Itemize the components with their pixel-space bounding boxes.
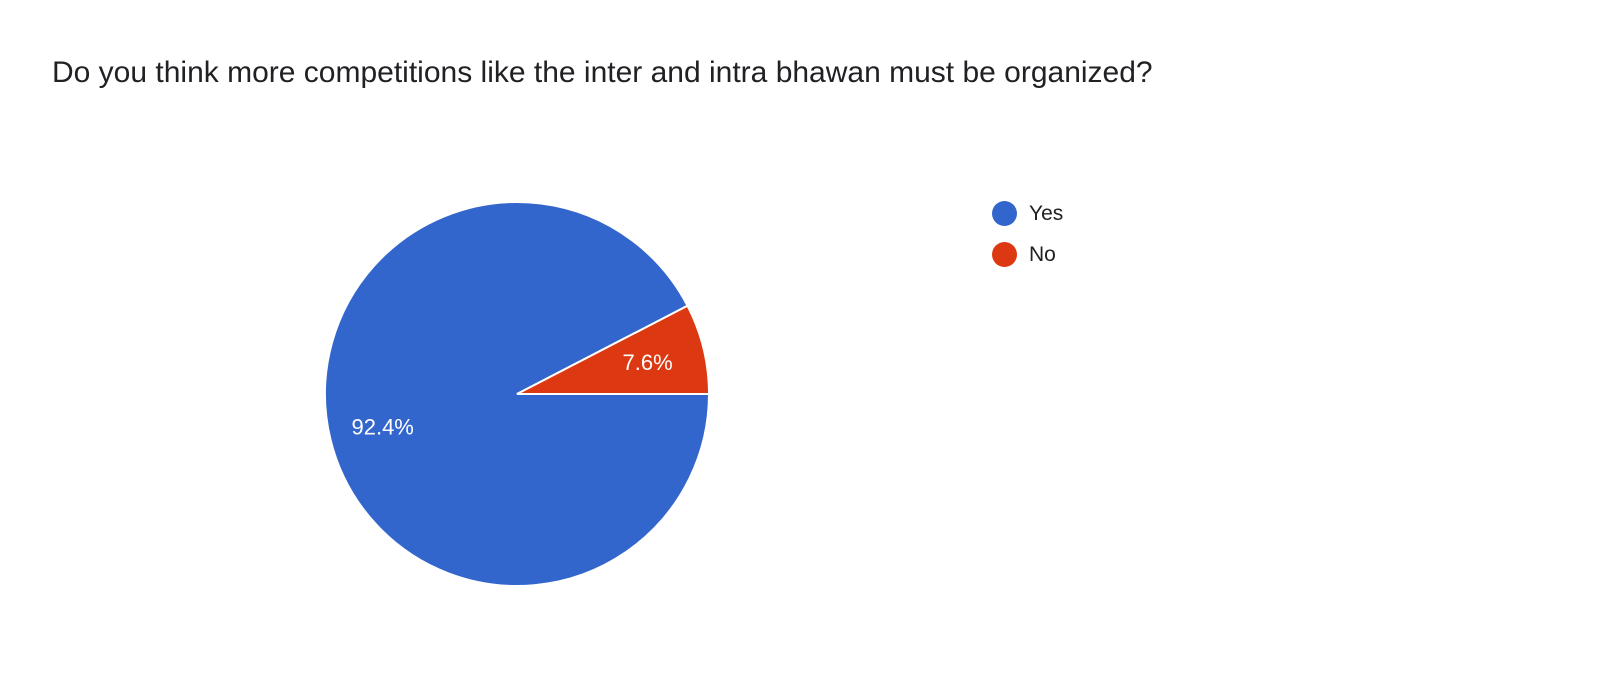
- legend-item-no[interactable]: No: [992, 242, 1056, 267]
- data-label-no: 7.6%: [623, 350, 673, 375]
- pie-slice-no[interactable]: [516, 304, 711, 395]
- legend-item-yes[interactable]: Yes: [992, 201, 1063, 226]
- legend-label-yes: Yes: [1029, 201, 1064, 225]
- legend-label-no: No: [1029, 242, 1056, 266]
- chart-title: Do you think more competitions like the …: [52, 56, 1153, 89]
- data-label-yes: 92.4%: [351, 415, 413, 440]
- legend-swatch-yes: [992, 201, 1017, 226]
- legend-swatch-no: [992, 242, 1017, 267]
